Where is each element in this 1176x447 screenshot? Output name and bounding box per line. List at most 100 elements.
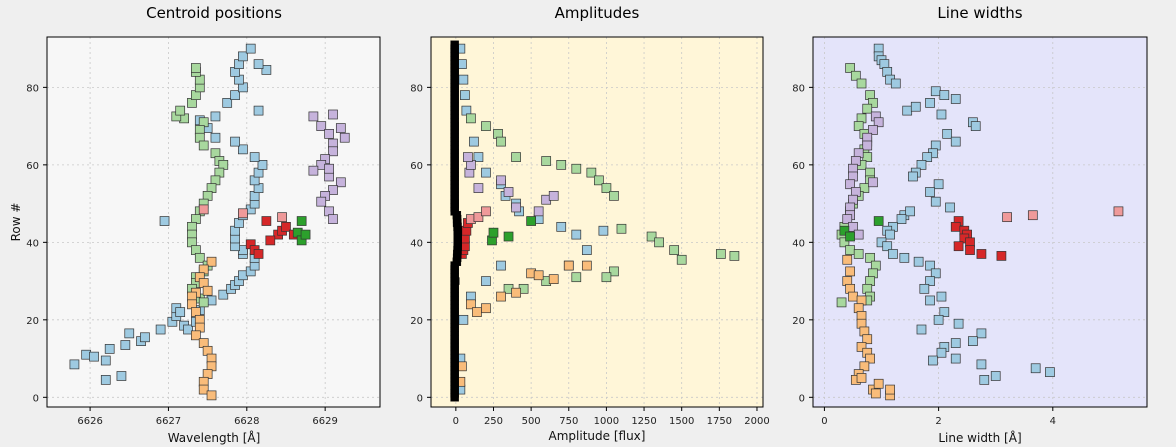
data-point xyxy=(581,245,592,255)
data-point xyxy=(316,196,327,207)
data-point xyxy=(862,103,873,114)
data-point xyxy=(511,287,521,298)
data-point xyxy=(563,260,574,271)
data-point xyxy=(870,388,881,399)
data-point xyxy=(469,136,479,147)
data-point xyxy=(253,105,264,116)
data-point xyxy=(496,136,506,147)
data-point xyxy=(1027,210,1038,221)
data-point xyxy=(191,330,201,341)
data-point xyxy=(281,221,291,232)
data-point xyxy=(715,249,726,259)
x-tick-label: 0 xyxy=(453,416,459,427)
data-point xyxy=(586,167,597,178)
data-point xyxy=(950,338,961,348)
data-point xyxy=(496,291,506,302)
data-point xyxy=(458,314,469,325)
data-point xyxy=(548,274,559,284)
data-point xyxy=(845,266,855,277)
y-tick-label: 40 xyxy=(26,238,39,249)
data-point xyxy=(533,206,544,217)
data-point xyxy=(194,252,205,263)
data-point xyxy=(939,90,950,100)
x-tick-label: 500 xyxy=(522,416,541,427)
data-point xyxy=(100,355,111,366)
data-point xyxy=(202,285,213,296)
data-point xyxy=(990,371,1001,381)
data-point xyxy=(1030,363,1041,374)
data-point xyxy=(873,216,884,226)
data-point xyxy=(950,221,961,232)
data-point xyxy=(601,272,612,283)
data-point xyxy=(839,237,850,248)
data-point xyxy=(253,249,264,259)
data-point xyxy=(853,121,864,131)
data-point xyxy=(868,125,878,135)
y-tick-label: 80 xyxy=(410,83,423,94)
data-point xyxy=(1113,206,1124,217)
data-point xyxy=(100,375,111,385)
data-point xyxy=(902,105,913,116)
data-point xyxy=(526,216,536,226)
data-point xyxy=(339,132,350,143)
data-point xyxy=(936,347,947,358)
data-point xyxy=(175,307,186,317)
data-point xyxy=(939,307,950,317)
data-point xyxy=(928,355,938,366)
data-point xyxy=(669,245,680,255)
data-point xyxy=(976,328,987,339)
data-point xyxy=(316,121,327,131)
x-tick-label: 1750 xyxy=(707,416,732,427)
data-point xyxy=(862,334,873,345)
data-point xyxy=(116,371,127,381)
data-point xyxy=(198,204,209,215)
baseline-point xyxy=(450,40,459,49)
data-point xyxy=(473,183,484,193)
data-point xyxy=(533,270,544,281)
data-point xyxy=(882,241,893,252)
data-point xyxy=(910,101,921,112)
y-tick-label: 40 xyxy=(410,238,423,249)
y-tick-label: 20 xyxy=(792,316,805,327)
x-tick-label: 6627 xyxy=(156,416,181,427)
data-point xyxy=(198,140,209,151)
data-point xyxy=(89,351,99,362)
x-tick-label: 2000 xyxy=(744,416,769,427)
plot-area xyxy=(431,37,763,407)
data-point xyxy=(324,129,334,139)
data-point xyxy=(859,361,870,372)
data-point xyxy=(458,74,469,85)
data-point xyxy=(175,105,186,116)
data-point xyxy=(842,254,853,265)
data-point xyxy=(890,78,901,89)
data-point xyxy=(856,342,867,352)
data-point xyxy=(945,202,955,213)
data-point xyxy=(503,231,514,242)
data-point xyxy=(159,216,170,226)
y-tick-label: 20 xyxy=(410,316,423,327)
x-axis-label-line-widths: Line width [Å] xyxy=(938,430,1021,445)
y-tick-label: 60 xyxy=(410,161,423,172)
data-point xyxy=(609,266,619,277)
data-point xyxy=(930,268,941,279)
data-point xyxy=(853,229,864,240)
data-point xyxy=(922,152,933,162)
data-point xyxy=(140,332,150,343)
data-point xyxy=(996,251,1007,261)
data-point xyxy=(210,132,221,143)
data-point xyxy=(265,235,276,246)
data-point xyxy=(335,177,346,188)
y-tick-label: 60 xyxy=(26,161,39,172)
data-point xyxy=(916,160,927,170)
data-point xyxy=(873,117,884,128)
data-point xyxy=(328,185,338,195)
data-point xyxy=(925,98,935,108)
x-tick-label: 6629 xyxy=(312,416,337,427)
data-point xyxy=(942,129,953,139)
data-point xyxy=(839,225,850,236)
data-point xyxy=(953,241,964,252)
data-point xyxy=(853,249,864,259)
data-point xyxy=(183,324,193,335)
data-point xyxy=(481,276,491,286)
